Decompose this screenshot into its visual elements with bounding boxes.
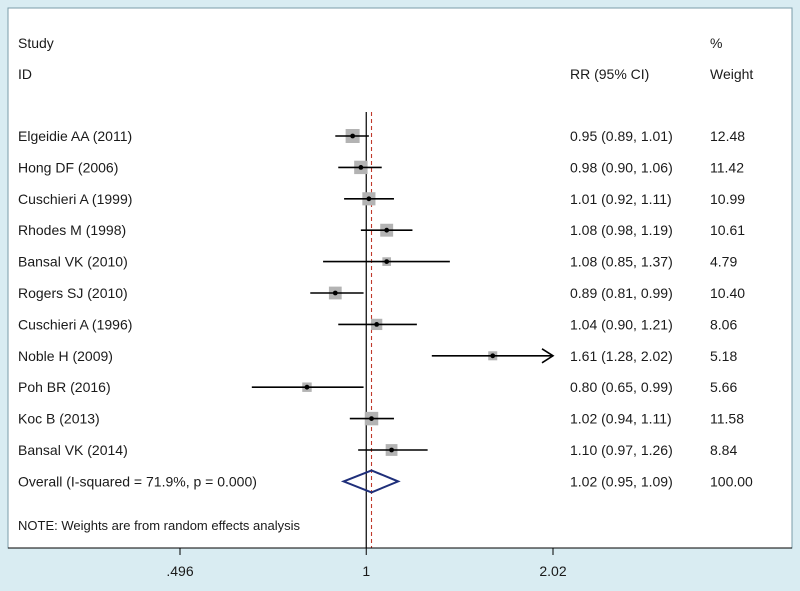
- weight-value: 10.61: [710, 222, 745, 238]
- study-label: Hong DF (2006): [18, 159, 118, 175]
- study-rows: Elgeidie AA (2011) 0.95 (0.89, 1.01) 12.48…: [18, 112, 753, 548]
- point-estimate: [490, 353, 496, 359]
- study-label: Bansal VK (2010): [18, 254, 128, 270]
- weight-value: 8.84: [710, 442, 737, 458]
- study-row: Cuschieri A (1996) 1.04 (0.90, 1.21) 8.06: [18, 316, 737, 332]
- weight-value: 4.79: [710, 254, 737, 270]
- study-row: Hong DF (2006) 0.98 (0.90, 1.06) 11.42: [18, 159, 744, 175]
- id-header: ID: [18, 66, 32, 82]
- point-estimate: [350, 133, 356, 139]
- ci-arrow: [541, 348, 555, 364]
- point-estimate: [384, 227, 390, 233]
- study-label: Noble H (2009): [18, 348, 113, 364]
- rr-ci-value: 1.10 (0.97, 1.26): [570, 442, 673, 458]
- point-estimate: [384, 259, 390, 264]
- plot-panel: [7, 7, 793, 549]
- point-estimate: [332, 290, 338, 296]
- weight-value: 10.40: [710, 285, 745, 301]
- rr-ci-value: 1.02 (0.94, 1.11): [570, 411, 672, 427]
- study-header: Study: [18, 35, 54, 51]
- rr-header: RR (95% CI): [570, 66, 649, 82]
- weights-note: NOTE: Weights are from random effects an…: [18, 518, 301, 533]
- rr-ci-value: 0.98 (0.90, 1.06): [570, 159, 673, 175]
- study-row: Rogers SJ (2010) 0.89 (0.81, 0.99) 10.40: [18, 285, 745, 301]
- study-row: Poh BR (2016) 0.80 (0.65, 0.99) 5.66: [18, 379, 737, 395]
- x-tick-label: 2.02: [539, 563, 566, 579]
- x-axis: .496 1 2.02: [8, 547, 792, 579]
- study-row: Bansal VK (2010) 1.08 (0.85, 1.37) 4.79: [18, 254, 737, 270]
- overall-label: Overall (I-squared = 71.9%, p = 0.000): [18, 473, 257, 489]
- rr-ci-value: 0.95 (0.89, 1.01): [570, 128, 673, 144]
- weight-value: 11.42: [710, 159, 744, 175]
- study-row: Cuschieri A (1999) 1.01 (0.92, 1.11) 10.99: [18, 191, 745, 207]
- point-estimate: [369, 416, 374, 421]
- study-label: Elgeidie AA (2011): [18, 128, 132, 144]
- point-estimate: [374, 322, 380, 327]
- point-estimate: [389, 447, 394, 453]
- study-label: Poh BR (2016): [18, 379, 111, 395]
- overall-ci-value: 1.02 (0.95, 1.09): [570, 473, 673, 489]
- study-label: Cuschieri A (1999): [18, 191, 132, 207]
- overall-weight-value: 100.00: [710, 473, 753, 489]
- x-tick-label: 1: [362, 563, 370, 579]
- study-row: Rhodes M (1998) 1.08 (0.98, 1.19) 10.61: [18, 222, 745, 238]
- weight-header: Weight: [710, 66, 753, 82]
- study-label: Rogers SJ (2010): [18, 285, 128, 301]
- point-estimate: [304, 384, 310, 390]
- study-label: Rhodes M (1998): [18, 222, 126, 238]
- rr-ci-value: 0.89 (0.81, 0.99): [570, 285, 673, 301]
- overall-row: Overall (I-squared = 71.9%, p = 0.000) 1.…: [18, 469, 753, 494]
- point-estimate: [366, 196, 372, 202]
- x-tick-label: .496: [166, 563, 193, 579]
- overall-diamond: [340, 469, 401, 494]
- study-label: Cuschieri A (1996): [18, 316, 132, 332]
- rr-ci-value: 1.01 (0.92, 1.11): [570, 191, 672, 207]
- rr-ci-value: 1.61 (1.28, 2.02): [570, 348, 673, 364]
- rr-ci-value: 0.80 (0.65, 0.99): [570, 379, 673, 395]
- study-label: Koc B (2013): [18, 411, 100, 427]
- weight-percent-header: %: [710, 35, 722, 51]
- study-row: Noble H (2009) 1.61 (1.28, 2.02) 5.18: [18, 348, 737, 364]
- weight-value: 8.06: [710, 316, 737, 332]
- point-estimate: [358, 165, 364, 170]
- weight-value: 10.99: [710, 191, 745, 207]
- rr-ci-value: 1.04 (0.90, 1.21): [570, 316, 673, 332]
- weight-value: 5.66: [710, 379, 737, 395]
- study-row: Koc B (2013) 1.02 (0.94, 1.11) 11.58: [18, 411, 744, 427]
- study-row: Elgeidie AA (2011) 0.95 (0.89, 1.01) 12.48: [18, 128, 745, 144]
- rr-ci-value: 1.08 (0.98, 1.19): [570, 222, 673, 238]
- study-row: Bansal VK (2014) 1.10 (0.97, 1.26) 8.84: [18, 442, 737, 458]
- study-label: Bansal VK (2014): [18, 442, 128, 458]
- weight-value: 12.48: [710, 128, 745, 144]
- rr-ci-value: 1.08 (0.85, 1.37): [570, 254, 673, 270]
- weight-value: 11.58: [710, 411, 744, 427]
- weight-value: 5.18: [710, 348, 737, 364]
